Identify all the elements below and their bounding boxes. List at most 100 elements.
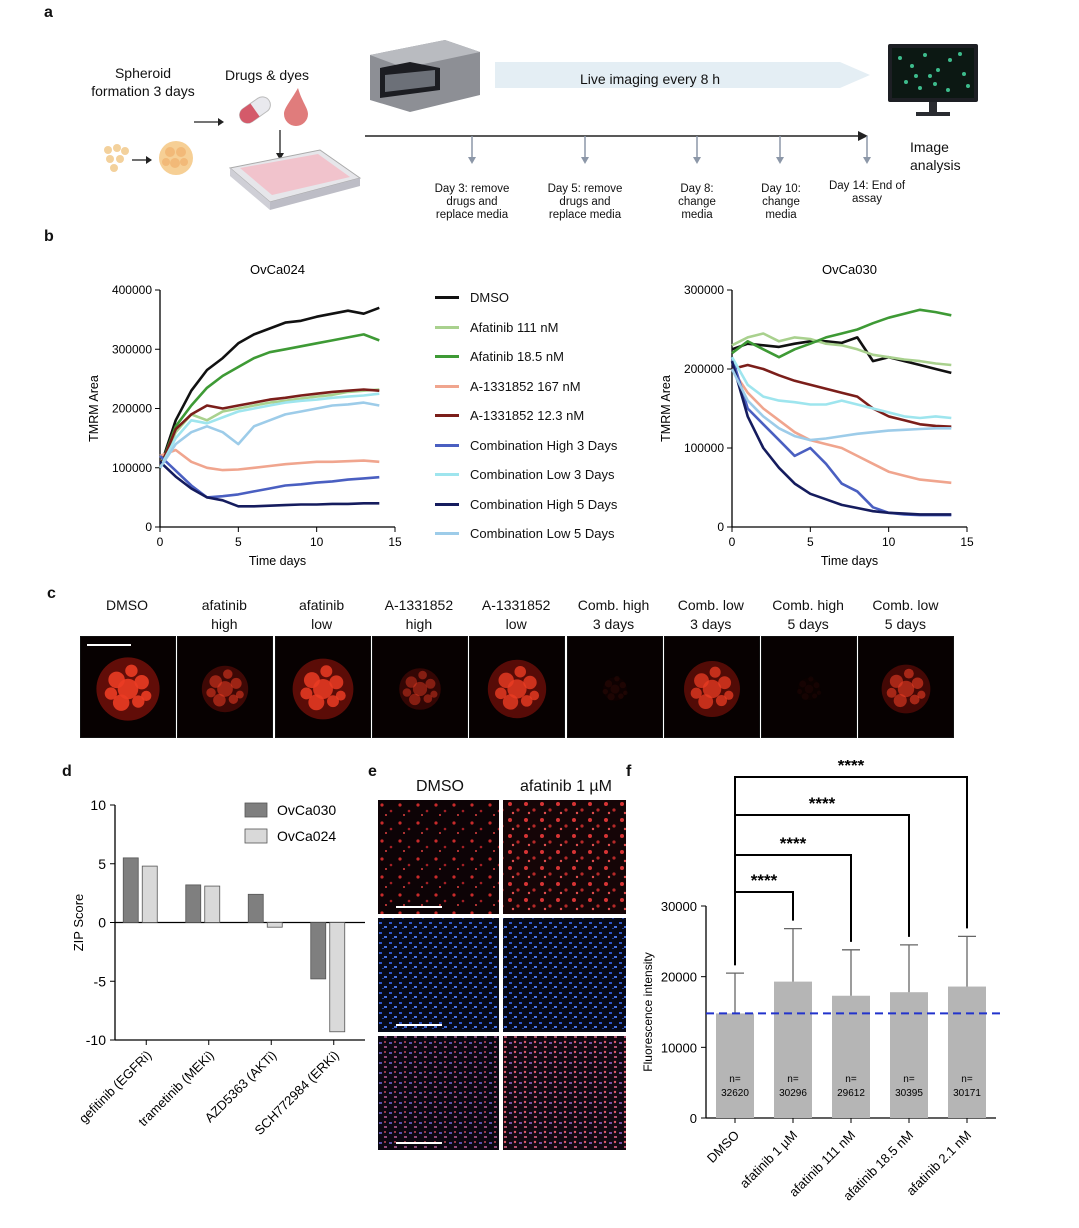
legend-item: Afatinib 111 nM [435, 313, 635, 343]
chart-title: OvCa024 [250, 262, 305, 277]
series-line-combination-high-3-days [159, 454, 380, 499]
legend-item: Afatinib 18.5 nM [435, 342, 635, 372]
workflow-diagram [104, 40, 978, 210]
cell-blob [521, 695, 533, 707]
spheroid-formation-text: Spheroid formation 3 days [91, 65, 195, 99]
legend-label: OvCa030 [277, 802, 336, 818]
n-label: n= [729, 1074, 741, 1085]
imaging-instrument-icon [370, 40, 480, 112]
cell-blob [894, 693, 908, 708]
legend-item: A-1331852 167 nM [435, 372, 635, 402]
pill-capsule-icon [239, 96, 271, 124]
cell-blob [223, 669, 233, 679]
panel-e-header-afatinib: afatinib 1 µM [520, 778, 612, 795]
series-line-afatinib-18-5-nm [731, 308, 952, 359]
x-axis-title: Time days [249, 554, 306, 568]
n-label: n= [961, 1074, 973, 1085]
live-imaging-text: Live imaging every 8 h [579, 71, 721, 87]
series-line-combination-high-5-days [159, 460, 380, 508]
cell-blob [529, 690, 540, 701]
condition-line1: afatinib [299, 597, 345, 613]
cell-blob [812, 693, 818, 699]
cell-blob [797, 688, 803, 695]
condition-line1: A-1331852 [481, 597, 551, 613]
series-line-a-1331852-12-3-nm [158, 388, 380, 469]
condition-line1: Comb. low [872, 597, 939, 613]
legend-label: DMSO [470, 290, 509, 306]
legend-swatch [244, 828, 268, 844]
spheroid-image [371, 636, 468, 738]
y-tick-label: 20000 [661, 970, 697, 985]
bar [890, 992, 928, 1118]
condition-line1: A-1331852 [384, 597, 454, 613]
cell-blob [206, 688, 217, 698]
series-line-dmso [158, 306, 380, 469]
condition-line2: high [211, 616, 238, 632]
cell-blob [213, 693, 226, 707]
condition-line1: DMSO [106, 597, 148, 613]
cell-blob [609, 684, 620, 694]
x-tick-label: 5 [235, 535, 242, 549]
legend-label: Combination Low 5 Days [470, 526, 615, 542]
y-tick-label: 0 [690, 1111, 697, 1126]
y-tick-label: 30000 [661, 899, 697, 914]
cell-blob [217, 681, 234, 697]
cell-blob [799, 680, 807, 688]
cell-blob [335, 690, 346, 701]
legend-swatch [435, 443, 459, 447]
n-label: n= [845, 1074, 857, 1085]
cell-blob [917, 690, 926, 699]
legend-item: A-1331852 12.3 nM [435, 401, 635, 431]
cell-blob [326, 695, 339, 708]
condition-line2: 3 days [690, 616, 732, 632]
cell-blob [698, 694, 713, 709]
chart-ovca030: OvCa030 0 100000 200000 300000 0 5 10 15 Time day… [659, 262, 974, 568]
legend-swatch [435, 384, 459, 388]
condition-line2: low [311, 616, 333, 632]
n-value: 30171 [953, 1088, 981, 1099]
cell-blob [230, 677, 242, 689]
spheroid-icon [159, 141, 193, 175]
cell-blob [228, 694, 239, 704]
droplet-icon [284, 88, 308, 126]
cell-blob [690, 687, 702, 699]
panel-c-label: c [47, 585, 56, 602]
cell-blob [412, 681, 428, 697]
bar [310, 922, 327, 980]
y-tick-label: -10 [86, 1032, 106, 1048]
well-plate-icon [228, 149, 362, 210]
x-tick-label: 5 [807, 535, 814, 549]
cell-blob [236, 690, 245, 699]
spheroid-glow [602, 677, 627, 701]
cell-blob [619, 681, 626, 689]
n-value: 30395 [895, 1088, 923, 1099]
bar [122, 857, 139, 923]
y-tick-label: 0 [145, 520, 152, 534]
legend-swatch [244, 802, 268, 818]
y-tick-label: 100000 [684, 441, 724, 455]
spheroid-image [80, 636, 176, 738]
series-line-afatinib-18-5-nm [158, 333, 380, 469]
chart-ovca024: OvCa024 0 100000 200000 300000 400000 0 5 10 15 Ti… [87, 262, 402, 568]
single-cells-icon [104, 144, 129, 172]
y-tick-label: 0 [98, 915, 106, 931]
cell-blob [887, 687, 897, 698]
cell-blob [104, 687, 118, 700]
panel-e-label: e [368, 763, 377, 780]
y-axis-title: ZIP Score [71, 894, 86, 952]
legend-item: Combination High 5 Days [435, 490, 635, 520]
cell-blob [715, 695, 727, 707]
y-axis-title: TMRM Area [659, 375, 673, 442]
condition-header: Comb. high 3 days [559, 596, 669, 634]
spheroid-image [663, 636, 760, 738]
cell-blob [423, 694, 433, 703]
series-line-a-1331852-167-nm [159, 448, 380, 472]
x-tick-label: 15 [388, 535, 402, 549]
cell-blob [495, 687, 507, 700]
condition-line1: afatinib [201, 597, 247, 613]
series-line-a-1331852-167-nm [730, 368, 952, 485]
bar [774, 981, 812, 1118]
bar [185, 884, 202, 923]
image-background [567, 637, 662, 737]
